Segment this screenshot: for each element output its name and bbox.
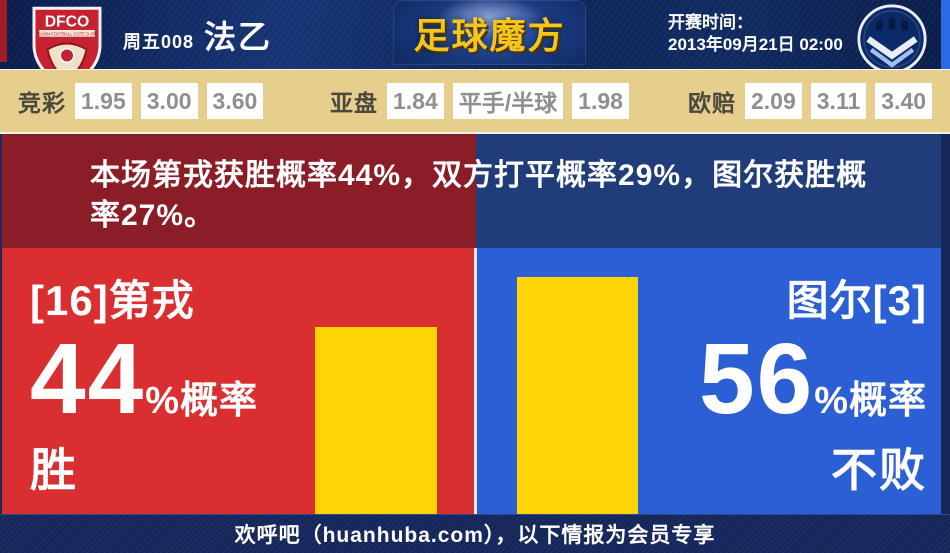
- odds-bar: 竞彩 1.95 3.00 3.60 亚盘 1.84 平手/半球 1.98 欧赔 …: [0, 69, 950, 132]
- sports-lottery-label: 竞彩: [18, 90, 66, 116]
- asian-handicap-line: 平手/半球: [452, 83, 564, 119]
- probability-comparison-section: 本场第戎获胜概率44%，双方打平概率29%，图尔获胜概率27%。 [16]第戎 …: [0, 132, 950, 514]
- european-home-odds: 2.09: [745, 83, 802, 119]
- top-separator-line: [0, 132, 950, 134]
- sports-lottery-odds-group: 竞彩 1.95 3.00 3.60: [18, 70, 264, 132]
- home-probability-row: 44 %概率: [30, 323, 259, 435]
- asian-handicap-odds-group: 亚盘 1.84 平手/半球 1.98: [330, 70, 629, 132]
- match-info: 周五008 法乙: [123, 12, 272, 58]
- away-team-logo-icon: [857, 4, 927, 69]
- kickoff-datetime: 2013年09月21日 02:00: [668, 35, 843, 54]
- home-team-logo-icon: DFCO DIJON FOOTBALL COTE D OR: [32, 6, 102, 69]
- away-dark-band: [476, 134, 950, 248]
- away-team-panel: 图尔[3] 56 %概率 不败: [699, 278, 927, 500]
- kickoff-label: 开赛时间：: [668, 13, 753, 32]
- asian-handicap-away-odds: 1.98: [572, 83, 629, 119]
- european-odds-label: 欧赔: [688, 90, 736, 116]
- left-edge-border: [0, 134, 2, 514]
- home-team-panel: [16]第戎 44 %概率 胜: [30, 278, 258, 500]
- match-code: 周五008: [123, 32, 195, 52]
- league-name: 法乙: [204, 19, 273, 55]
- home-team-name: [16]第戎: [30, 277, 195, 324]
- home-probability-value: 44: [30, 323, 146, 435]
- svg-text:DFCO: DFCO: [45, 13, 90, 30]
- away-outcome-label: 不败: [831, 444, 927, 496]
- sports-lottery-away-odds: 3.60: [206, 83, 264, 119]
- sports-lottery-home-odds: 1.95: [75, 83, 132, 119]
- european-draw-odds: 3.11: [810, 83, 867, 119]
- away-probability-value: 56: [698, 323, 815, 435]
- footer-site-text: 欢呼吧（huanhuba.com），以下情报为会员专享: [234, 524, 716, 547]
- home-probability-suffix: %概率: [145, 380, 259, 422]
- sports-lottery-draw-odds: 3.00: [140, 83, 198, 119]
- away-prob-bar: [517, 277, 638, 514]
- footer-bar: 欢呼吧（huanhuba.com），以下情报为会员专享: [0, 514, 950, 553]
- analysis-summary-text: 本场第戎获胜概率44%，双方打平概率29%，图尔获胜概率27%。: [90, 159, 868, 232]
- away-probability-suffix: %概率: [814, 380, 927, 422]
- header-bar: DFCO DIJON FOOTBALL COTE D OR 周五008 法乙 足…: [0, 0, 950, 69]
- home-outcome-label: 胜: [30, 444, 78, 496]
- away-team-name: 图尔[3]: [786, 277, 927, 324]
- european-away-odds: 3.40: [875, 83, 933, 119]
- header-right-accent-stripe: [941, 0, 950, 69]
- home-prob-bar: [315, 327, 437, 514]
- asian-handicap-label: 亚盘: [330, 90, 378, 116]
- brand-glow-decoration: [434, 0, 544, 40]
- home-dark-band: [0, 134, 476, 248]
- european-odds-group: 欧赔 2.09 3.11 3.40: [688, 70, 933, 132]
- center-divider-line: [474, 248, 477, 514]
- away-probability-row: 56 %概率: [698, 323, 927, 435]
- svg-text:DIJON FOOTBALL COTE D OR: DIJON FOOTBALL COTE D OR: [38, 31, 97, 36]
- asian-handicap-home-odds: 1.84: [387, 83, 444, 119]
- brand-logo-panel: 足球魔方: [393, 0, 586, 65]
- kickoff-time-block: 开赛时间： 2013年09月21日 02:00: [668, 12, 843, 56]
- brand-logo-text: 足球魔方: [413, 14, 566, 56]
- right-edge-border: [941, 134, 950, 514]
- header-left-accent-stripe: [0, 0, 7, 62]
